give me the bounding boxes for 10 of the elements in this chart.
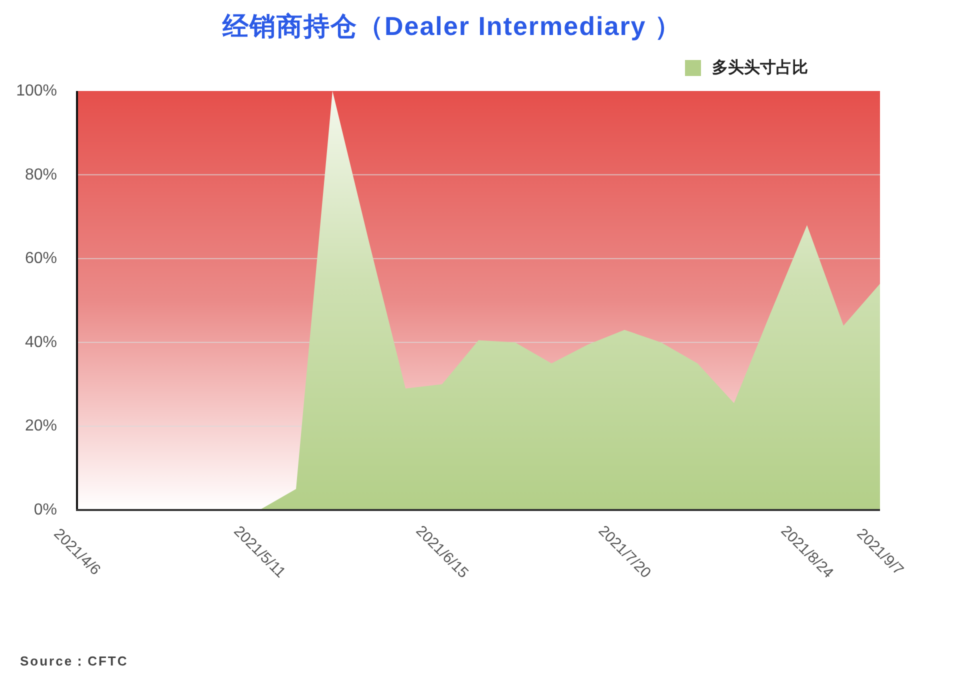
chart-title: 经销商持仓（Dealer Intermediary ） xyxy=(221,11,682,41)
y-tick-label: 100% xyxy=(16,82,57,100)
source-note: Source：CFTC xyxy=(20,654,128,668)
y-tick-label: 60% xyxy=(24,250,57,268)
legend: 多头头寸占比 xyxy=(685,60,808,76)
y-tick-label: 20% xyxy=(24,418,57,435)
y-tick-label: 80% xyxy=(24,166,57,184)
y-tick-label: 40% xyxy=(24,334,57,351)
y-tick-label: 0% xyxy=(34,502,57,518)
legend-label: 多头头寸占比 xyxy=(712,58,808,76)
